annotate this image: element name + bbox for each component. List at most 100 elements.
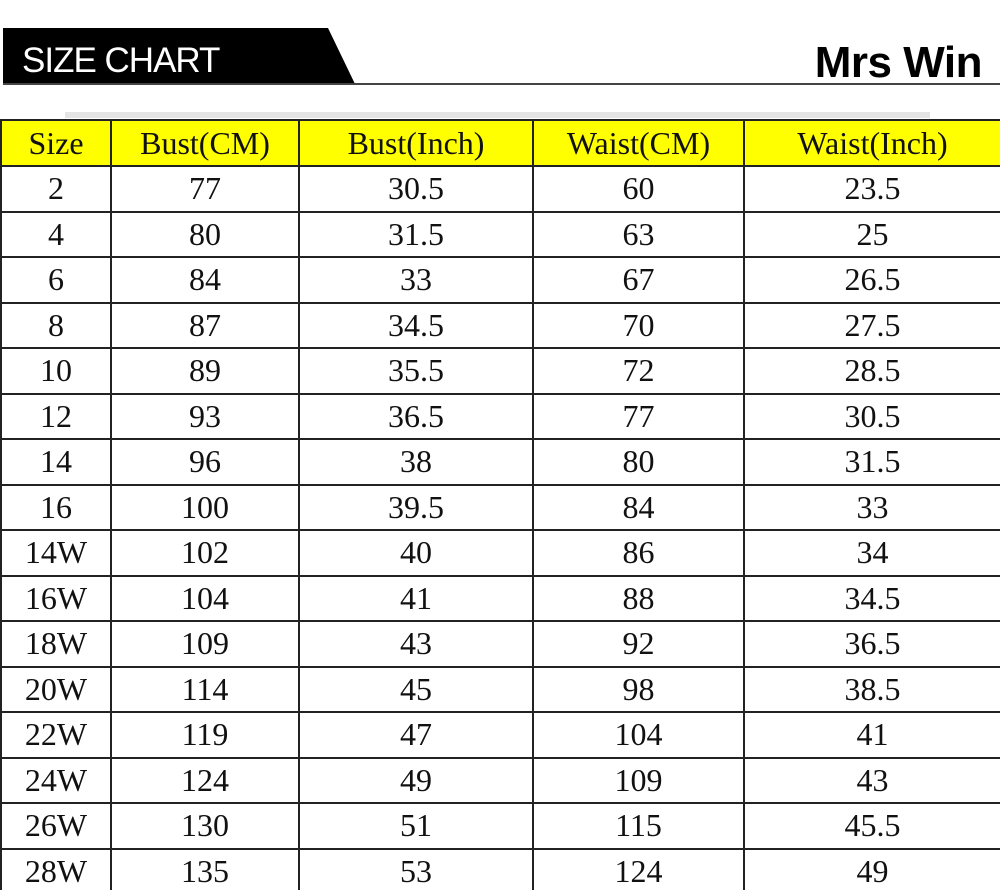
table-cell: 86 xyxy=(532,529,745,577)
table-cell: 34.5 xyxy=(298,301,534,349)
table-cell: 84 xyxy=(532,483,745,531)
column-header: Waist(CM) xyxy=(532,119,745,167)
table-cell: 22W xyxy=(0,711,112,759)
table-row: 18W 109 43 92 36.5 xyxy=(0,620,1000,668)
table-cell: 20W xyxy=(0,665,112,713)
table-cell: 60 xyxy=(532,165,745,213)
table-row: 8 87 34.5 70 27.5 xyxy=(0,301,1000,349)
table-cell: 30.5 xyxy=(743,392,1000,440)
table-cell: 38 xyxy=(298,438,534,486)
table-cell: 115 xyxy=(532,802,745,850)
table-cell: 47 xyxy=(298,711,534,759)
table-cell: 49 xyxy=(298,756,534,804)
table-cell: 25 xyxy=(743,210,1000,258)
banner-title: SIZE CHART xyxy=(22,41,220,80)
table-cell: 100 xyxy=(110,483,300,531)
table-cell: 28.5 xyxy=(743,347,1000,395)
table-cell: 109 xyxy=(110,620,300,668)
table-cell: 36.5 xyxy=(743,620,1000,668)
table-cell: 109 xyxy=(532,756,745,804)
table-cell: 80 xyxy=(532,438,745,486)
table-cell: 34 xyxy=(743,529,1000,577)
table-cell: 16 xyxy=(0,483,112,531)
table-cell: 51 xyxy=(298,802,534,850)
table-cell: 31.5 xyxy=(743,438,1000,486)
table-cell: 80 xyxy=(110,210,300,258)
table-cell: 89 xyxy=(110,347,300,395)
size-table: Size Bust(CM) Bust(Inch) Waist(CM) Waist(Inc… xyxy=(0,119,1000,895)
table-cell: 77 xyxy=(532,392,745,440)
table-cell: 28W xyxy=(0,847,112,895)
table-cell: 39.5 xyxy=(298,483,534,531)
table-row: 20W 114 45 98 38.5 xyxy=(0,665,1000,713)
table-row: 28W 135 53 124 49 xyxy=(0,847,1000,895)
table-cell: 2 xyxy=(0,165,112,213)
table-cell: 135 xyxy=(110,847,300,895)
table-cell: 67 xyxy=(532,256,745,304)
table-cell: 114 xyxy=(110,665,300,713)
table-cell: 104 xyxy=(110,574,300,622)
table-row: 10 89 35.5 72 28.5 xyxy=(0,347,1000,395)
table-cell: 26.5 xyxy=(743,256,1000,304)
table-cell: 63 xyxy=(532,210,745,258)
table-cell: 98 xyxy=(532,665,745,713)
table-row: 24W 124 49 109 43 xyxy=(0,756,1000,804)
table-cell: 72 xyxy=(532,347,745,395)
table-header-row: Size Bust(CM) Bust(Inch) Waist(CM) Waist(Inc… xyxy=(0,119,1000,167)
table-cell: 35.5 xyxy=(298,347,534,395)
table-cell: 40 xyxy=(298,529,534,577)
table-cell: 6 xyxy=(0,256,112,304)
table-cell: 4 xyxy=(0,210,112,258)
table-row: 6 84 33 67 26.5 xyxy=(0,256,1000,304)
table-cell: 33 xyxy=(298,256,534,304)
table-row: 22W 119 47 104 41 xyxy=(0,711,1000,759)
table-row: 16W 104 41 88 34.5 xyxy=(0,574,1000,622)
table-cell: 10 xyxy=(0,347,112,395)
table-cell: 87 xyxy=(110,301,300,349)
table-cell: 24W xyxy=(0,756,112,804)
table-cell: 18W xyxy=(0,620,112,668)
table-cell: 88 xyxy=(532,574,745,622)
table-cell: 53 xyxy=(298,847,534,895)
size-chart-banner xyxy=(3,28,355,84)
table-cell: 16W xyxy=(0,574,112,622)
table-cell: 104 xyxy=(532,711,745,759)
table-row: 26W 130 51 115 45.5 xyxy=(0,802,1000,850)
table-cell: 124 xyxy=(532,847,745,895)
table-cell: 14 xyxy=(0,438,112,486)
table-cell: 102 xyxy=(110,529,300,577)
table-cell: 38.5 xyxy=(743,665,1000,713)
column-header: Bust(Inch) xyxy=(298,119,534,167)
column-header: Waist(Inch) xyxy=(743,119,1000,167)
table-cell: 30.5 xyxy=(298,165,534,213)
bottom-edge xyxy=(0,890,1000,896)
table-cell: 96 xyxy=(110,438,300,486)
table-cell: 70 xyxy=(532,301,745,349)
table-cell: 43 xyxy=(743,756,1000,804)
table-cell: 130 xyxy=(110,802,300,850)
table-cell: 43 xyxy=(298,620,534,668)
table-shadow xyxy=(65,112,930,118)
table-cell: 26W xyxy=(0,802,112,850)
table-row: 14W 102 40 86 34 xyxy=(0,529,1000,577)
table-cell: 23.5 xyxy=(743,165,1000,213)
table-cell: 41 xyxy=(298,574,534,622)
table-cell: 119 xyxy=(110,711,300,759)
table-cell: 92 xyxy=(532,620,745,668)
table-cell: 49 xyxy=(743,847,1000,895)
table-cell: 77 xyxy=(110,165,300,213)
table-cell: 45 xyxy=(298,665,534,713)
table-cell: 93 xyxy=(110,392,300,440)
column-header: Size xyxy=(0,119,112,167)
header-divider xyxy=(3,83,1000,85)
table-cell: 27.5 xyxy=(743,301,1000,349)
table-cell: 34.5 xyxy=(743,574,1000,622)
table-row: 12 93 36.5 77 30.5 xyxy=(0,392,1000,440)
table-cell: 36.5 xyxy=(298,392,534,440)
table-row: 16 100 39.5 84 33 xyxy=(0,483,1000,531)
brand-name: Mrs Win xyxy=(814,38,983,87)
table-cell: 8 xyxy=(0,301,112,349)
column-header: Bust(CM) xyxy=(110,119,300,167)
table-cell: 41 xyxy=(743,711,1000,759)
table-cell: 33 xyxy=(743,483,1000,531)
